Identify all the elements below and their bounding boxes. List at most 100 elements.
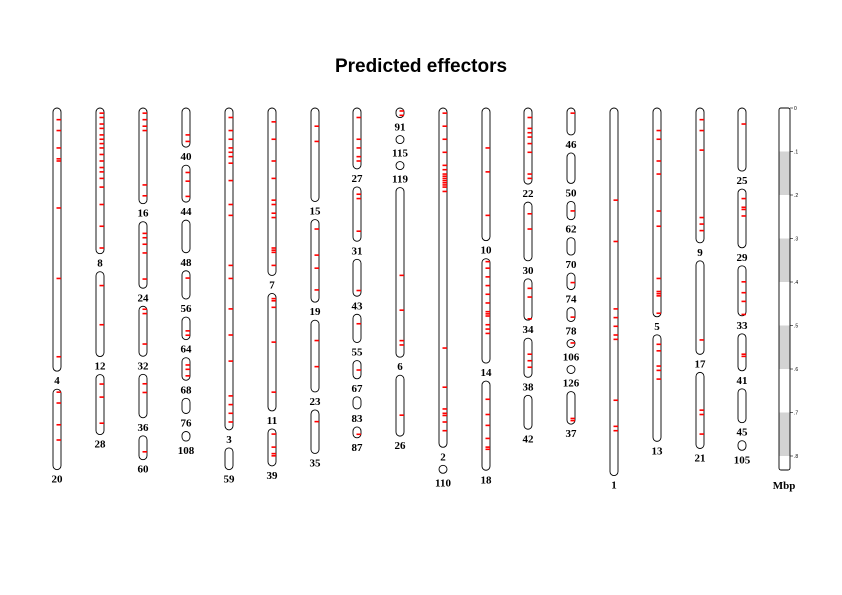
effector-marker	[271, 455, 276, 457]
effector-marker	[741, 208, 746, 211]
contig-label: 25	[737, 175, 749, 187]
effector-marker	[99, 323, 104, 326]
contig-60: 60	[138, 435, 149, 476]
effector-marker	[271, 177, 276, 180]
effector-marker	[314, 125, 319, 127]
effector-marker	[570, 342, 575, 344]
scale-tick-label: .6	[794, 367, 798, 373]
contig-body	[395, 161, 405, 171]
effector-marker	[570, 210, 575, 212]
effector-marker	[442, 347, 447, 349]
effector-marker	[142, 129, 147, 132]
contig-body	[181, 219, 191, 254]
contig-55: 55	[352, 313, 364, 359]
contig-body	[737, 388, 747, 424]
effector-marker	[741, 355, 746, 358]
effector-marker	[485, 413, 490, 416]
contig-body	[310, 319, 320, 393]
effector-marker	[485, 328, 490, 330]
contig-label: 15	[310, 206, 322, 218]
contig-label: 41	[737, 375, 748, 387]
effector-marker	[570, 419, 575, 422]
effector-marker	[442, 412, 447, 415]
effector-marker	[99, 112, 104, 114]
effector-marker	[741, 313, 746, 316]
effector-marker	[485, 446, 490, 448]
effector-marker	[56, 439, 61, 441]
effector-marker	[56, 147, 61, 149]
contig-label: 34	[523, 324, 535, 336]
effector-marker	[527, 287, 532, 290]
contig-body	[695, 260, 705, 355]
contig-59: 59	[224, 447, 235, 486]
contig-label: 7	[269, 279, 275, 291]
contig-26: 26	[395, 374, 407, 452]
effector-marker	[656, 225, 661, 228]
contig-64: 64	[181, 316, 192, 356]
effector-marker	[699, 229, 704, 232]
effector-marker	[356, 155, 361, 158]
effector-marker	[485, 302, 490, 304]
effector-marker	[613, 240, 618, 243]
effector-marker	[271, 121, 276, 123]
effector-marker	[356, 116, 361, 119]
contig-23: 23	[310, 319, 321, 408]
effector-marker	[356, 160, 361, 162]
contig-label: 62	[566, 224, 578, 236]
effector-marker	[399, 339, 404, 342]
effector-marker	[527, 228, 532, 230]
effector-marker	[527, 177, 532, 180]
contig-label: 12	[95, 361, 107, 373]
effector-marker	[142, 184, 147, 186]
contig-label: 4	[54, 375, 60, 387]
contig-44: 44	[181, 164, 192, 218]
effector-marker	[99, 383, 104, 385]
effector-marker	[228, 155, 233, 158]
contig-label: 35	[310, 457, 322, 469]
effector-marker	[699, 409, 704, 411]
effector-marker	[99, 396, 104, 398]
scale-band	[779, 369, 790, 413]
effector-marker	[442, 421, 447, 423]
contig-label: 115	[392, 148, 408, 160]
effector-marker	[142, 252, 147, 254]
effector-marker	[527, 151, 532, 154]
contig-body	[138, 107, 148, 205]
contig-body	[310, 107, 320, 202]
effector-marker	[613, 316, 618, 319]
contig-32: 32	[138, 305, 149, 372]
contig-39: 39	[267, 428, 278, 482]
contig-34: 34	[523, 278, 535, 336]
contig-body	[566, 391, 576, 425]
contig-label: 19	[310, 306, 322, 318]
contig-body	[695, 107, 705, 244]
effector-marker	[399, 414, 404, 416]
effector-marker	[142, 278, 147, 280]
contig-label: 26	[395, 440, 407, 452]
effector-marker	[442, 190, 447, 193]
effector-marker	[485, 315, 490, 317]
effector-marker	[185, 334, 190, 337]
contig-body	[52, 107, 62, 372]
contig-label: 119	[392, 174, 408, 186]
scale-band	[779, 282, 790, 326]
contig-label: 55	[352, 347, 364, 359]
contig-2: 2	[438, 107, 448, 463]
effector-marker	[271, 251, 276, 254]
contig-label: 31	[352, 245, 363, 257]
contig-label: 105	[734, 454, 751, 466]
effector-marker	[185, 364, 190, 366]
effector-marker	[99, 203, 104, 206]
contig-body	[352, 426, 362, 439]
effector-marker	[656, 365, 661, 367]
effector-marker	[142, 308, 147, 311]
effector-marker	[442, 168, 447, 171]
effector-marker	[99, 422, 104, 424]
contig-label: 78	[566, 326, 578, 338]
contig-label: 36	[138, 422, 150, 434]
effector-marker	[314, 289, 319, 291]
effector-marker	[271, 216, 276, 219]
contig-label: 13	[652, 445, 664, 457]
contig-label: 20	[52, 474, 64, 486]
effector-marker	[142, 243, 147, 246]
